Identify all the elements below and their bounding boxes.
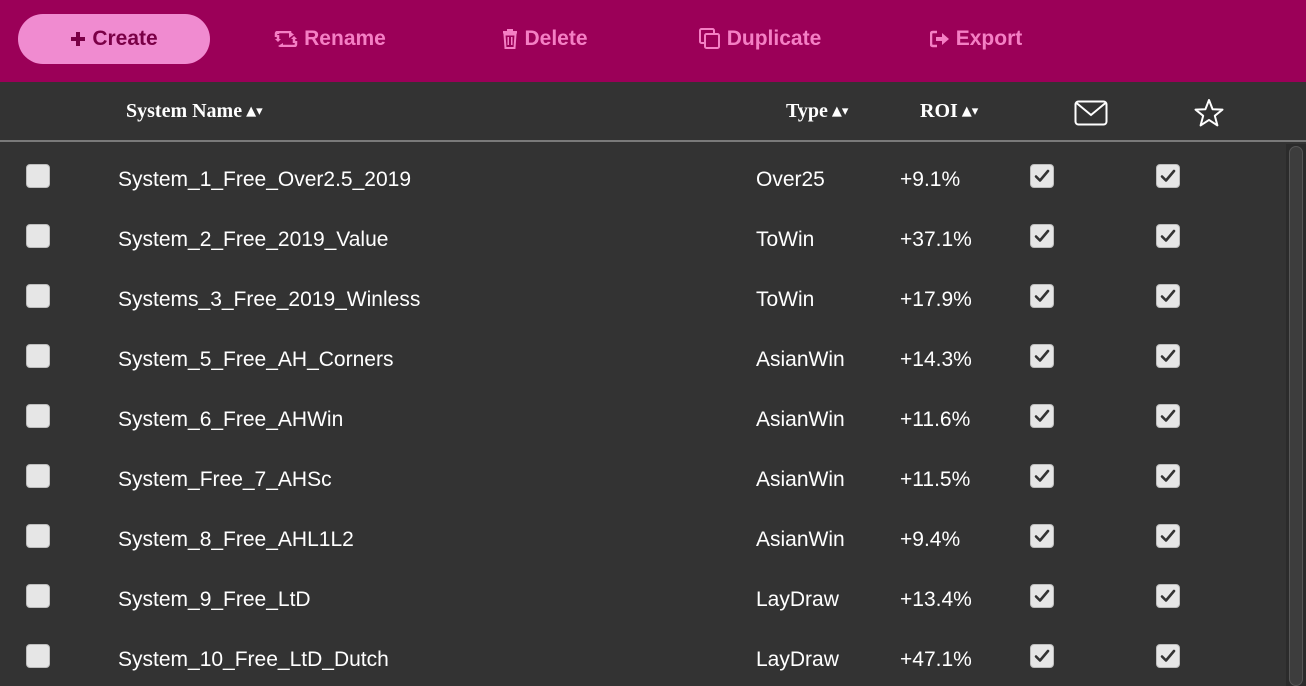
copy-icon: [698, 28, 721, 50]
type-cell: ToWin: [756, 228, 815, 251]
table-row[interactable]: System_5_Free_AH_Corners AsianWin +14.3%: [0, 324, 1286, 384]
row-select-checkbox[interactable]: [26, 524, 50, 548]
email-checkbox[interactable]: [1030, 644, 1054, 668]
row-select-checkbox[interactable]: [26, 404, 50, 428]
favorite-checkbox[interactable]: [1156, 524, 1180, 548]
email-checkbox[interactable]: [1030, 284, 1054, 308]
vertical-scrollbar[interactable]: [1286, 144, 1306, 686]
favorite-checkbox[interactable]: [1156, 404, 1180, 428]
email-checkbox[interactable]: [1030, 584, 1054, 608]
scrollbar-thumb[interactable]: [1289, 146, 1303, 686]
retweet-icon: [274, 31, 298, 47]
table-row[interactable]: System_8_Free_AHL1L2 AsianWin +9.4%: [0, 504, 1286, 564]
sort-icon: ▲▾: [961, 104, 979, 119]
table-row[interactable]: System_2_Free_2019_Value ToWin +37.1%: [0, 204, 1286, 264]
favorite-checkbox[interactable]: [1156, 464, 1180, 488]
type-cell: LayDraw: [756, 648, 839, 671]
favorite-checkbox[interactable]: [1156, 344, 1180, 368]
email-checkbox[interactable]: [1030, 164, 1054, 188]
row-select-checkbox[interactable]: [26, 344, 50, 368]
system-name-cell: System_8_Free_AHL1L2: [118, 528, 354, 551]
table-row[interactable]: System_6_Free_AHWin AsianWin +11.6%: [0, 384, 1286, 444]
delete-label: Delete: [524, 27, 588, 50]
table-row[interactable]: System_10_Free_LtD_Dutch LayDraw +47.1%: [0, 624, 1286, 684]
export-button[interactable]: Export: [926, 14, 1026, 64]
system-name-cell: Systems_3_Free_2019_Winless: [118, 288, 421, 311]
email-checkbox[interactable]: [1030, 224, 1054, 248]
system-name-cell: System_2_Free_2019_Value: [118, 228, 389, 251]
duplicate-button[interactable]: Duplicate: [694, 14, 826, 64]
system-name-cell: System_Free_7_AHSc: [118, 468, 332, 491]
column-header-label: ROI: [920, 100, 958, 122]
roi-cell: +17.9%: [900, 288, 972, 311]
favorite-checkbox[interactable]: [1156, 584, 1180, 608]
type-cell: AsianWin: [756, 408, 845, 431]
row-select-checkbox[interactable]: [26, 584, 50, 608]
roi-cell: +14.3%: [900, 348, 972, 371]
roi-cell: +11.6%: [900, 408, 971, 431]
email-checkbox[interactable]: [1030, 524, 1054, 548]
delete-button[interactable]: Delete: [498, 14, 592, 64]
favorite-checkbox[interactable]: [1156, 224, 1180, 248]
favorite-checkbox[interactable]: [1156, 284, 1180, 308]
column-header-roi[interactable]: ROI ▲▾: [920, 100, 978, 123]
roi-cell: +9.4%: [900, 528, 961, 551]
system-name-cell: System_5_Free_AH_Corners: [118, 348, 394, 371]
trash-icon: [502, 29, 518, 49]
favorite-checkbox[interactable]: [1156, 644, 1180, 668]
duplicate-label: Duplicate: [726, 27, 822, 50]
email-checkbox[interactable]: [1030, 464, 1054, 488]
favorite-checkbox[interactable]: [1156, 164, 1180, 188]
email-checkbox[interactable]: [1030, 344, 1054, 368]
roi-cell: +11.5%: [900, 468, 971, 491]
row-select-checkbox[interactable]: [26, 224, 50, 248]
column-header-type[interactable]: Type ▲▾: [786, 100, 848, 123]
roi-cell: +13.4%: [900, 588, 972, 611]
sort-icon: ▲▾: [246, 104, 263, 119]
column-header-system-name[interactable]: System Name ▲▾: [126, 100, 263, 123]
system-name-cell: System_1_Free_Over2.5_2019: [118, 168, 412, 191]
create-button[interactable]: Create: [18, 14, 210, 64]
column-header-label: Type: [786, 100, 828, 122]
rename-label: Rename: [304, 27, 386, 50]
row-select-checkbox[interactable]: [26, 644, 50, 668]
toolbar: Create Rename: [0, 0, 1306, 82]
row-select-checkbox[interactable]: [26, 164, 50, 188]
star-icon[interactable]: [1193, 98, 1225, 133]
type-cell: ToWin: [756, 288, 815, 311]
plus-icon: [70, 31, 86, 47]
row-select-checkbox[interactable]: [26, 464, 50, 488]
column-header-label: System Name: [126, 100, 243, 122]
type-cell: Over25: [756, 168, 825, 191]
row-select-checkbox[interactable]: [26, 284, 50, 308]
envelope-icon[interactable]: [1074, 100, 1108, 131]
sign-out-icon: [929, 30, 950, 48]
type-cell: AsianWin: [756, 528, 845, 551]
table-row[interactable]: System_9_Free_LtD LayDraw +13.4%: [0, 564, 1286, 624]
system-name-cell: System_10_Free_LtD_Dutch: [118, 648, 389, 671]
create-label: Create: [92, 27, 158, 50]
table-row[interactable]: Systems_3_Free_2019_Winless ToWin +17.9%: [0, 264, 1286, 324]
type-cell: AsianWin: [756, 348, 845, 371]
system-name-cell: System_9_Free_LtD: [118, 588, 311, 611]
system-name-cell: System_6_Free_AHWin: [118, 408, 344, 431]
table-row[interactable]: System_Free_7_AHSc AsianWin +11.5%: [0, 444, 1286, 504]
type-cell: AsianWin: [756, 468, 845, 491]
table-row[interactable]: System_1_Free_Over2.5_2019 Over25 +9.1%: [0, 144, 1286, 204]
export-label: Export: [955, 27, 1023, 50]
email-checkbox[interactable]: [1030, 404, 1054, 428]
rename-button[interactable]: Rename: [270, 14, 390, 64]
sort-icon: ▲▾: [831, 104, 849, 119]
roi-cell: +37.1%: [900, 228, 972, 251]
systems-table-body: System_1_Free_Over2.5_2019 Over25 +9.1% Sys…: [0, 144, 1286, 686]
table-header: System Name ▲▾ Type ▲▾ ROI ▲▾: [0, 82, 1306, 142]
type-cell: LayDraw: [756, 588, 839, 611]
roi-cell: +47.1%: [900, 648, 972, 671]
roi-cell: +9.1%: [900, 168, 961, 191]
